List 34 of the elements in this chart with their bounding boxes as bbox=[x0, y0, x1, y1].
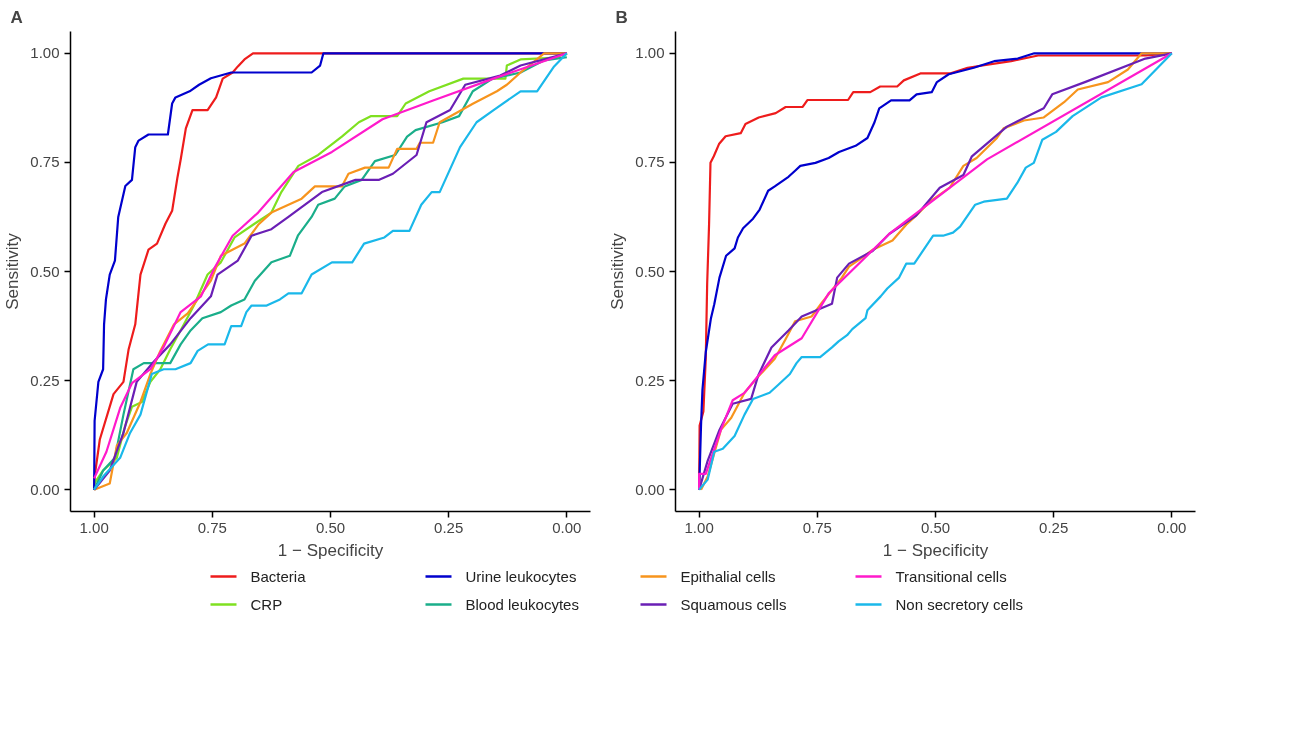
y-tick-label: 0.00 bbox=[30, 480, 60, 498]
x-tick-label: 1.00 bbox=[684, 518, 714, 536]
legend-label: Urine leukocytes bbox=[465, 568, 577, 585]
legend-label: Bacteria bbox=[250, 568, 307, 585]
y-axis-title: Sensitivity bbox=[3, 232, 23, 310]
legend-label: Non secretory cells bbox=[895, 596, 1024, 613]
x-tick-label: 0.75 bbox=[802, 518, 832, 536]
x-tick-label: 0.00 bbox=[1157, 518, 1187, 536]
x-tick-label: 0.25 bbox=[434, 518, 464, 536]
y-tick-label: 0.75 bbox=[635, 153, 665, 171]
chart-title: A bbox=[10, 7, 23, 27]
x-tick-label: 1.00 bbox=[79, 518, 109, 536]
legend-label: Epithalial cells bbox=[680, 568, 776, 585]
y-tick-label: 0.25 bbox=[30, 371, 60, 389]
x-tick-label: 0.50 bbox=[920, 518, 951, 536]
y-tick-label: 0.50 bbox=[30, 262, 60, 280]
y-axis-title: Sensitivity bbox=[608, 232, 628, 310]
x-axis-title: 1 − Specificity bbox=[882, 540, 989, 560]
legend-label: Transitional cells bbox=[895, 568, 1007, 585]
x-tick-label: 0.00 bbox=[552, 518, 582, 536]
legend-label: CRP bbox=[250, 596, 283, 613]
y-tick-label: 0.50 bbox=[635, 262, 665, 280]
legend-label: Blood leukocytes bbox=[465, 596, 579, 613]
y-tick-label: 0.25 bbox=[635, 371, 665, 389]
legend-label: Squamous cells bbox=[680, 596, 787, 613]
chart-title: B bbox=[615, 7, 628, 27]
y-tick-label: 1.00 bbox=[635, 44, 665, 62]
x-axis-title: 1 − Specificity bbox=[277, 540, 384, 560]
y-tick-label: 1.00 bbox=[30, 44, 60, 62]
x-tick-label: 0.50 bbox=[315, 518, 346, 536]
y-tick-label: 0.00 bbox=[635, 480, 665, 498]
y-tick-label: 0.75 bbox=[30, 153, 60, 171]
x-tick-label: 0.75 bbox=[197, 518, 227, 536]
x-tick-label: 0.25 bbox=[1039, 518, 1069, 536]
